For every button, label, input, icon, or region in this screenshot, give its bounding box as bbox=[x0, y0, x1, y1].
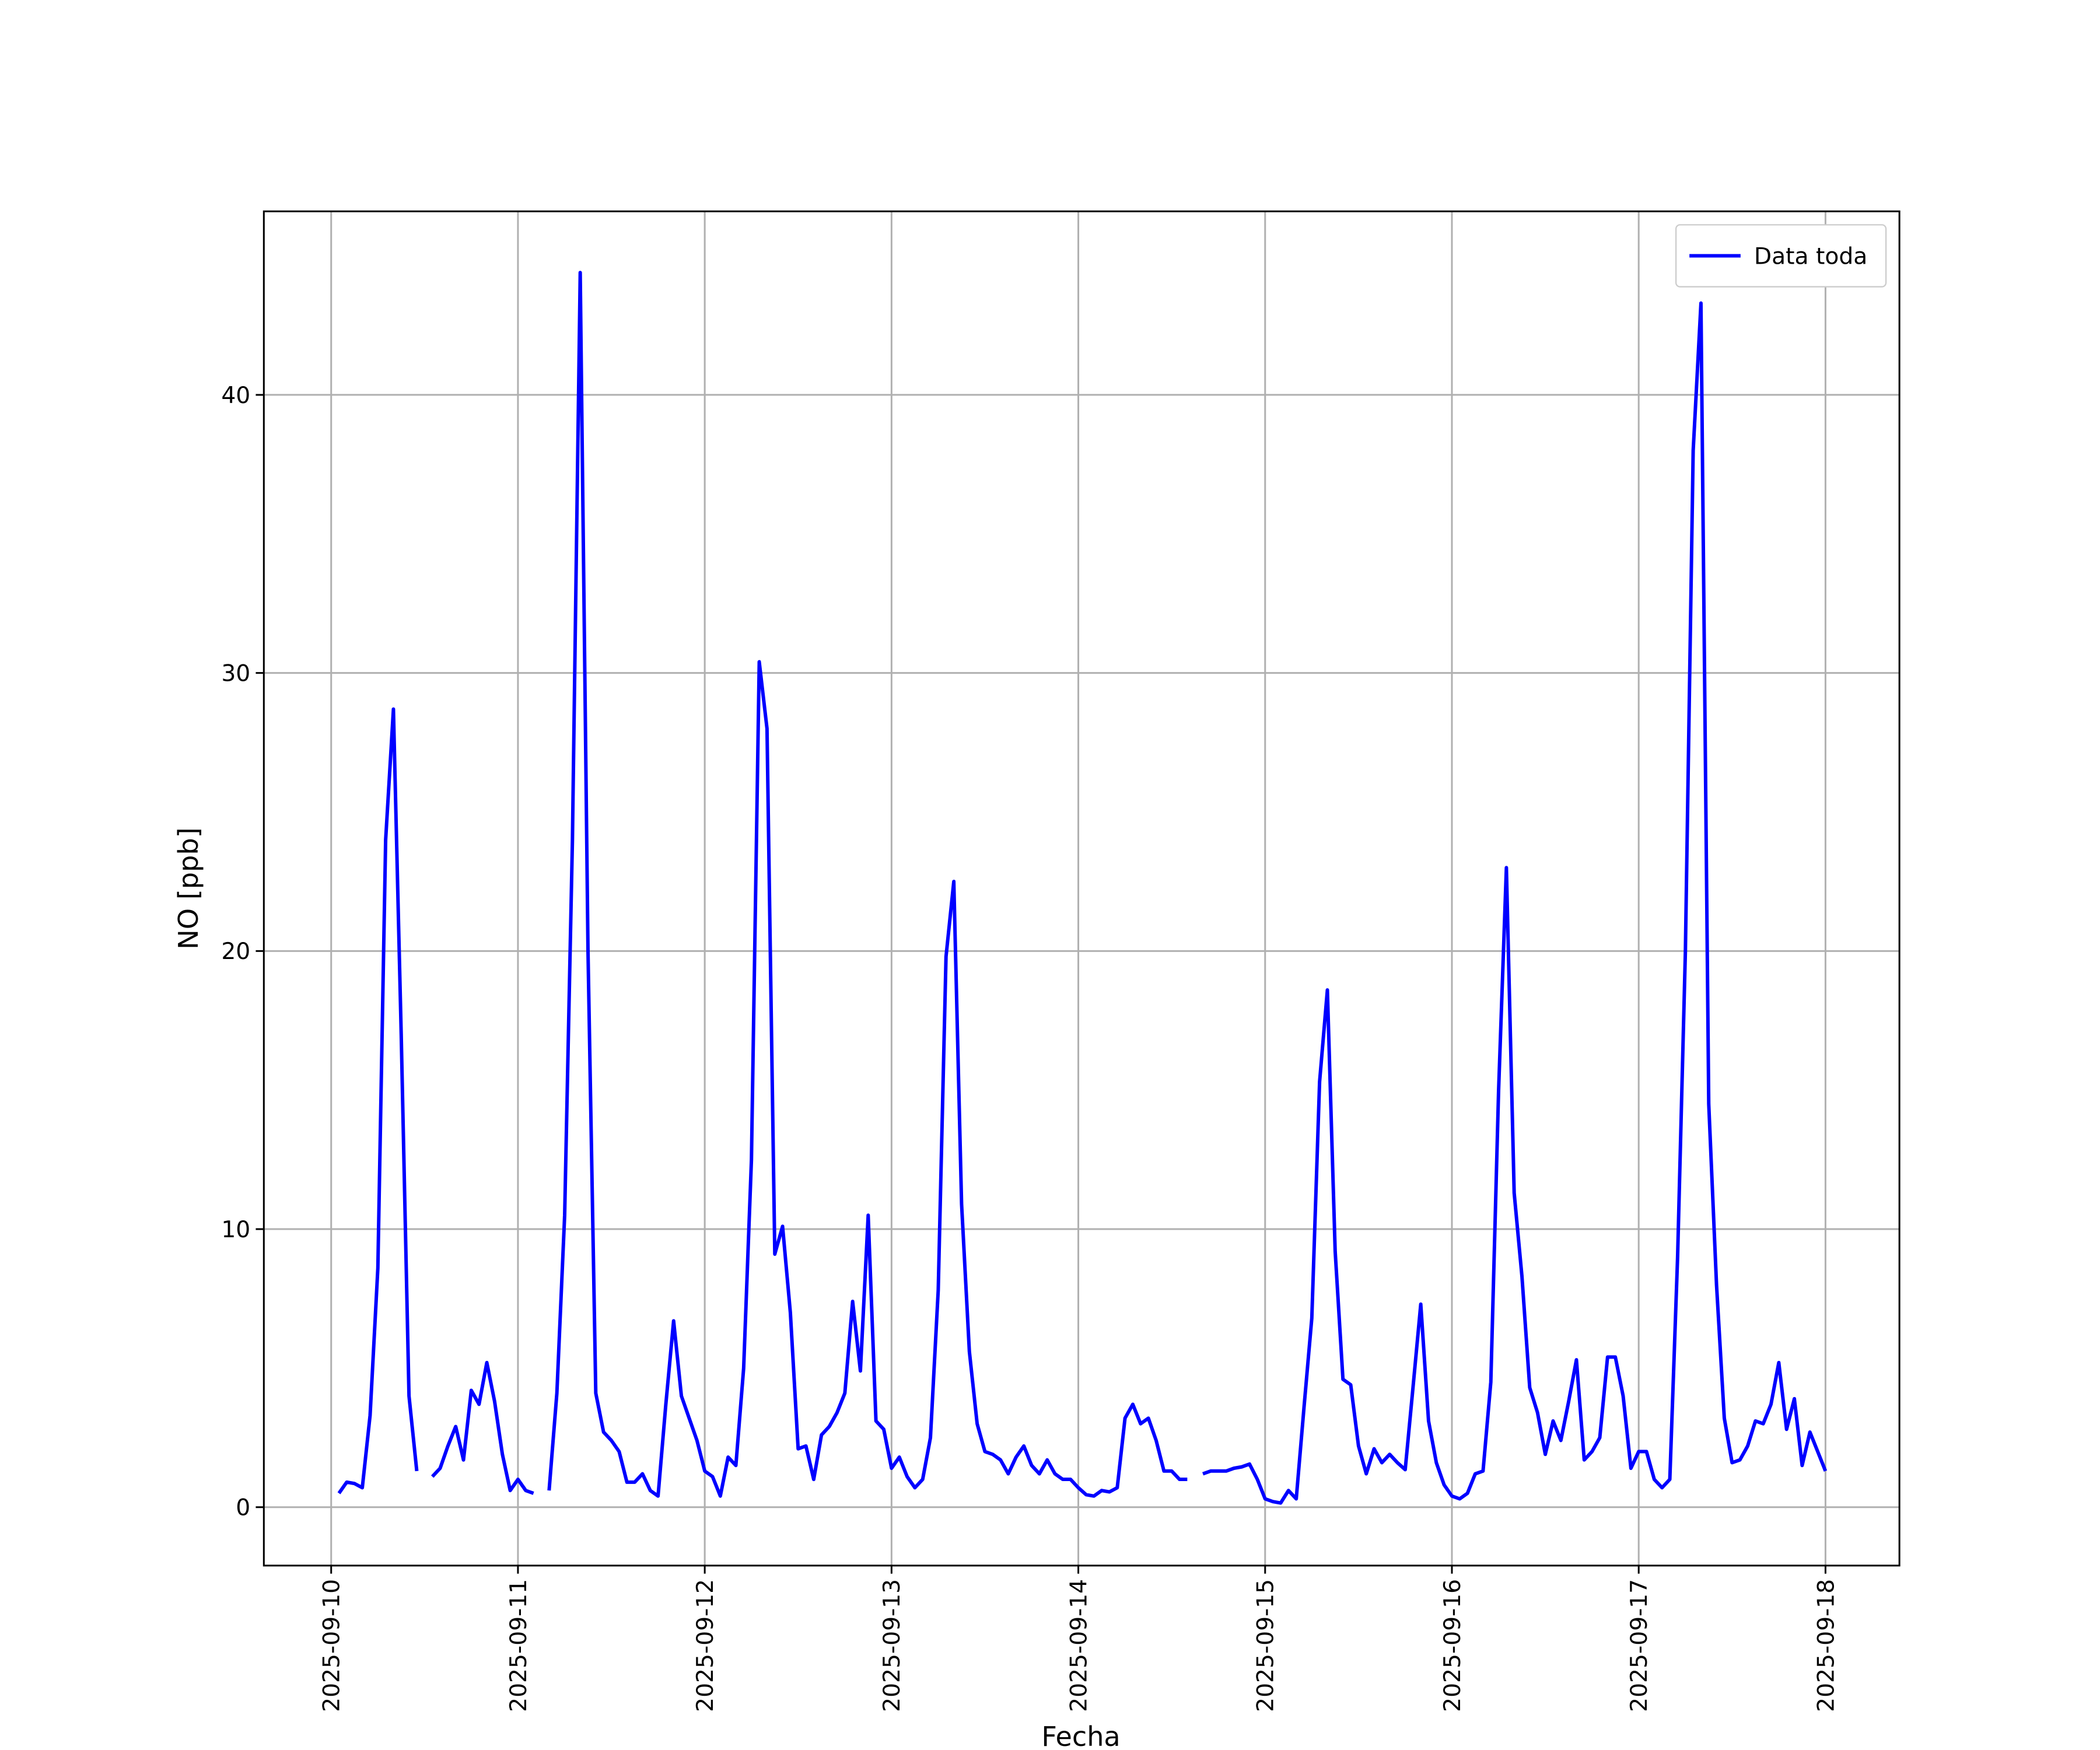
y-tick-label: 30 bbox=[221, 660, 250, 687]
y-tick-label: 40 bbox=[221, 383, 250, 409]
x-tick-label: 2025-09-17 bbox=[1626, 1579, 1653, 1712]
x-tick-label: 2025-09-14 bbox=[1066, 1579, 1092, 1712]
y-tick-label: 20 bbox=[221, 939, 250, 965]
data-line bbox=[337, 271, 1828, 1505]
x-axis-label: Fecha bbox=[1041, 1721, 1120, 1750]
legend-box bbox=[1675, 224, 1887, 288]
x-tick-label: 2025-09-11 bbox=[506, 1579, 532, 1712]
x-tick-label: 2025-09-10 bbox=[319, 1579, 345, 1712]
x-tick-label: 2025-09-15 bbox=[1253, 1579, 1279, 1712]
y-tick-label: 0 bbox=[236, 1495, 250, 1521]
x-tick-label: 2025-09-12 bbox=[692, 1579, 719, 1712]
y-tick-label: 10 bbox=[221, 1217, 250, 1243]
x-tick-label: 2025-09-18 bbox=[1813, 1579, 1839, 1712]
axes-frame bbox=[262, 210, 1901, 1567]
x-tick-label: 2025-09-13 bbox=[879, 1579, 905, 1712]
x-tick-label: 2025-09-16 bbox=[1440, 1579, 1466, 1712]
legend-label: Data toda bbox=[1754, 243, 1867, 270]
y-axis-label: NO [ppb] bbox=[173, 827, 204, 949]
